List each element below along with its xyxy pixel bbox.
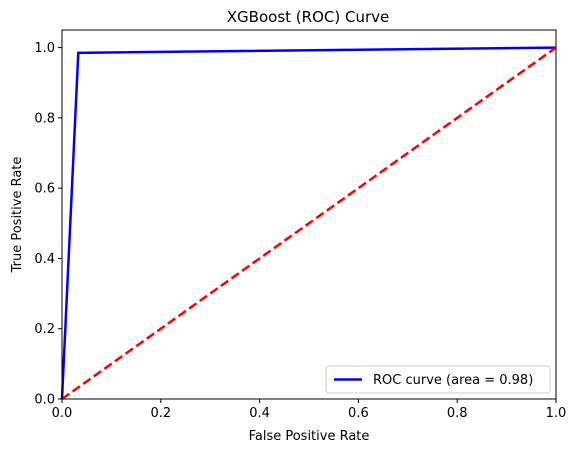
x-tick-label: 0.4: [249, 406, 270, 421]
x-tick-label: 0.0: [52, 406, 73, 421]
roc-curve-line: [60, 46, 557, 400]
x-axis-label: False Positive Rate: [249, 429, 370, 444]
legend-box: [325, 365, 551, 394]
plot-area: [60, 46, 557, 401]
x-axis: 0.0 0.2 0.4 0.6 0.8 1.0: [52, 399, 567, 421]
x-tick-label: 0.2: [150, 406, 171, 421]
y-tick-label: 1.0: [34, 41, 55, 56]
y-axis: 0.0 0.2 0.4 0.6 0.8 1.0: [34, 41, 62, 408]
axes-frame: [61, 29, 557, 400]
legend: ROC curve (area = 0.98): [325, 365, 551, 394]
y-tick-label: 0.0: [34, 393, 55, 408]
x-tick-label: 0.8: [447, 406, 468, 421]
y-tick-label: 0.4: [34, 252, 55, 267]
y-axis-label: True Positive Rate: [10, 157, 25, 274]
y-tick-label: 0.6: [34, 182, 55, 197]
x-tick-label: 1.0: [546, 406, 567, 421]
chart-title: XGBoost (ROC) Curve: [227, 8, 389, 26]
x-tick-label: 0.6: [348, 406, 369, 421]
y-tick-label: 0.8: [34, 111, 55, 126]
legend-label-roc: ROC curve (area = 0.98): [373, 373, 533, 388]
chance-diagonal-line: [61, 46, 557, 401]
y-tick-label: 0.2: [34, 322, 55, 337]
